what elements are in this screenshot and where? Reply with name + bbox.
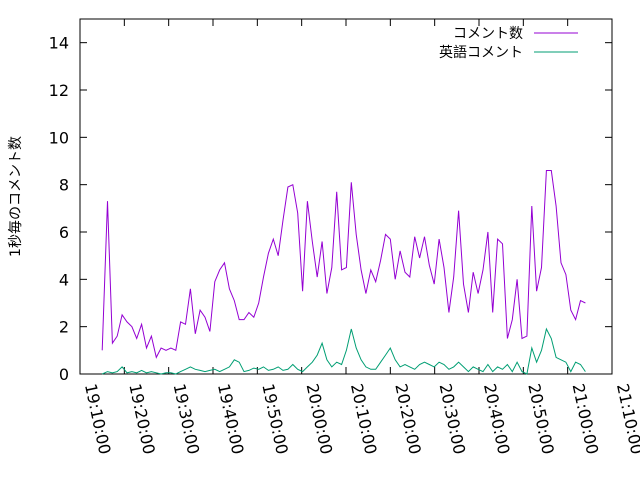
x-tick-label: 19:50:00 <box>258 382 292 456</box>
y-tick-label: 8 <box>59 176 69 195</box>
plot-border <box>79 18 613 375</box>
x-tick-label: 19:20:00 <box>125 382 159 456</box>
y-tick-label: 4 <box>59 270 69 289</box>
x-tick-label: 20:40:00 <box>480 382 514 456</box>
legend-label-1: 英語コメント <box>439 44 523 61</box>
legend-label-0: コメント数 <box>453 26 523 42</box>
y-tick-label: 10 <box>49 128 69 147</box>
x-tick-label: 21:00:00 <box>569 382 603 456</box>
y-tick-labels: 0 2 4 6 8 10 12 14 <box>49 34 69 384</box>
x-tick-labels: 19:10:00 19:20:00 19:30:00 19:40:00 19:50:00… <box>81 382 640 456</box>
axis-ticks <box>79 19 613 375</box>
series-line-1 <box>101 327 586 375</box>
plot-frame <box>79 18 613 375</box>
y-tick-label: 6 <box>59 223 69 242</box>
y-tick-label: 0 <box>59 365 69 384</box>
x-tick-label: 20:50:00 <box>524 382 558 456</box>
x-tick-label: 19:10:00 <box>81 382 115 456</box>
y-tick-label: 12 <box>49 81 69 100</box>
x-tick-label: 19:30:00 <box>170 382 204 456</box>
series-line-0 <box>101 170 586 359</box>
y-tick-label: 2 <box>59 318 69 337</box>
y-tick-label: 14 <box>49 34 69 53</box>
x-tick-label: 19:40:00 <box>214 382 248 456</box>
x-tick-label: 20:10:00 <box>347 382 381 456</box>
y-axis-label: 1秒毎のコメント数 <box>8 136 24 257</box>
x-tick-label: 20:20:00 <box>391 382 425 456</box>
x-tick-label: 20:30:00 <box>436 382 470 456</box>
x-tick-label: 20:00:00 <box>303 382 337 456</box>
x-tick-label: 21:10:00 <box>613 382 640 456</box>
series-lines <box>101 170 586 375</box>
